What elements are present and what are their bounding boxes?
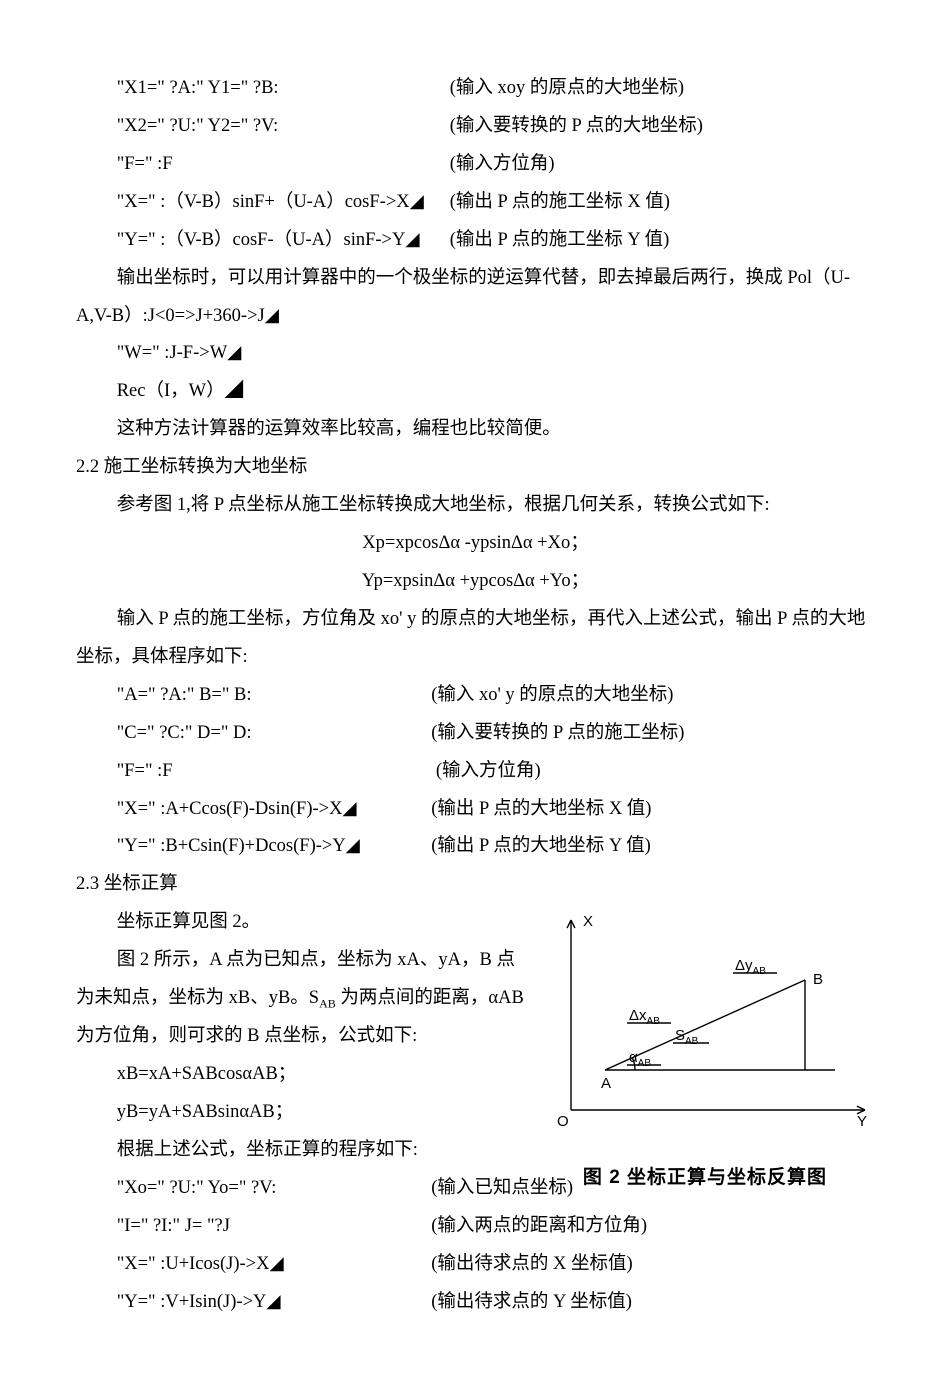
code-lhs: "X2=" ?U:" Y2=" ?V: — [117, 108, 450, 146]
code-line: "W=" :J-F->W◢ — [76, 335, 875, 373]
code-lhs: "X=" :U+Icos(J)->X◢ — [117, 1246, 432, 1284]
code-row: "Xo=" ?U:" Yo=" ?V: (输入已知点坐标) — [76, 1170, 525, 1208]
code-row: "F=" :F (输入方位角) — [76, 753, 875, 791]
code-lhs: "X=" :A+Ccos(F)-Dsin(F)->X◢ — [117, 791, 432, 829]
code-comment: (输出 P 点的大地坐标 Y 值) — [431, 828, 875, 866]
code-lhs: "Y=" :（V-B）cosF-（U-A）sinF->Y◢ — [117, 222, 450, 260]
code-comment: (输出 P 点的大地坐标 X 值) — [431, 791, 875, 829]
code-lhs: "X1=" ?A:" Y1=" ?B: — [117, 70, 450, 108]
code-comment: (输出待求点的 X 坐标值) — [431, 1246, 875, 1284]
svg-text:ΔxAB: ΔxAB — [629, 1007, 660, 1027]
code-row: "I=" ?I:" J= "?J (输入两点的距离和方位角) — [76, 1208, 875, 1246]
figure-2-caption: 图 2 坐标正算与坐标反算图 — [535, 1159, 875, 1198]
figure-2-svg: XYOABΔyABΔxABSABαAB — [535, 910, 875, 1140]
code-comment: (输入要转换的 P 点的大地坐标) — [450, 108, 875, 146]
code-row: "C=" ?C:" D=" D: (输入要转换的 P 点的施工坐标) — [76, 715, 875, 753]
paragraph: 输出坐标时，可以用计算器中的一个极坐标的逆运算代替，即去掉最后两行，换成 Pol… — [76, 260, 875, 336]
code-row: "X=" :A+Ccos(F)-Dsin(F)->X◢ (输出 P 点的大地坐标… — [76, 791, 875, 829]
svg-text:A: A — [601, 1075, 611, 1092]
code-comment: (输出 P 点的施工坐标 X 值) — [450, 184, 875, 222]
subscript: AB — [319, 997, 336, 1011]
code-comment: (输入方位角) — [431, 753, 875, 791]
code-row: "Y=" :（V-B）cosF-（U-A）sinF->Y◢ (输出 P 点的施工… — [76, 222, 875, 260]
code-comment: (输入两点的距离和方位角) — [431, 1208, 875, 1246]
paragraph: 输入 P 点的施工坐标，方位角及 xo' y 的原点的大地坐标，再代入上述公式，… — [76, 601, 875, 677]
code-row: "X=" :（V-B）sinF+（U-A）cosF->X◢ (输出 P 点的施工… — [76, 184, 875, 222]
code-comment: (输入已知点坐标) — [431, 1170, 573, 1208]
section-heading-2-2: 2.2 施工坐标转换为大地坐标 — [76, 449, 875, 487]
code-comment: (输出 P 点的施工坐标 Y 值) — [450, 222, 875, 260]
code-lhs: "C=" ?C:" D=" D: — [117, 715, 432, 753]
code-block-1: "X1=" ?A:" Y1=" ?B: (输入 xoy 的原点的大地坐标) "X… — [76, 70, 875, 260]
code-row: "A=" ?A:" B=" B: (输入 xo' y 的原点的大地坐标) — [76, 677, 875, 715]
svg-text:ΔyAB: ΔyAB — [735, 957, 766, 977]
code-row: "Y=" :B+Csin(F)+Dcos(F)->Y◢ (输出 P 点的大地坐标… — [76, 828, 875, 866]
code-lhs: "I=" ?I:" J= "?J — [117, 1208, 432, 1246]
code-line: Rec（I，W）◢ — [76, 373, 875, 411]
code-block-2: "A=" ?A:" B=" B: (输入 xo' y 的原点的大地坐标) "C=… — [76, 677, 875, 867]
svg-text:X: X — [583, 913, 593, 930]
formula: Xp=xpcosΔα -ypsinΔα +Xo； — [76, 525, 875, 563]
code-row: "X1=" ?A:" Y1=" ?B: (输入 xoy 的原点的大地坐标) — [76, 70, 875, 108]
code-row: "X=" :U+Icos(J)->X◢ (输出待求点的 X 坐标值) — [76, 1246, 875, 1284]
section-heading-2-3: 2.3 坐标正算 — [76, 866, 875, 904]
paragraph: 参考图 1,将 P 点坐标从施工坐标转换成大地坐标，根据几何关系，转换公式如下: — [76, 487, 875, 525]
code-row: "Y=" :V+Isin(J)->Y◢ (输出待求点的 Y 坐标值) — [76, 1284, 875, 1322]
code-lhs: "Xo=" ?U:" Yo=" ?V: — [117, 1170, 432, 1208]
code-lhs: "X=" :（V-B）sinF+（U-A）cosF->X◢ — [117, 184, 450, 222]
code-comment: (输入 xoy 的原点的大地坐标) — [450, 70, 875, 108]
code-lhs: "F=" :F — [117, 753, 432, 791]
svg-text:Y: Y — [857, 1113, 867, 1130]
code-lhs: "F=" :F — [117, 146, 450, 184]
svg-text:B: B — [813, 971, 823, 988]
code-comment: (输出待求点的 Y 坐标值) — [431, 1284, 875, 1322]
code-lhs: "Y=" :B+Csin(F)+Dcos(F)->Y◢ — [117, 828, 432, 866]
code-lhs: "A=" ?A:" B=" B: — [117, 677, 432, 715]
svg-text:αAB: αAB — [629, 1049, 651, 1069]
formula: Yp=xpsinΔα +ypcosΔα +Yo； — [76, 563, 875, 601]
code-comment: (输入方位角) — [450, 146, 875, 184]
code-row: "X2=" ?U:" Y2=" ?V: (输入要转换的 P 点的大地坐标) — [76, 108, 875, 146]
code-lhs: "Y=" :V+Isin(J)->Y◢ — [117, 1284, 432, 1322]
paragraph: 这种方法计算器的运算效率比较高，编程也比较简便。 — [76, 411, 875, 449]
code-comment: (输入要转换的 P 点的施工坐标) — [431, 715, 875, 753]
svg-text:O: O — [557, 1113, 569, 1130]
code-comment: (输入 xo' y 的原点的大地坐标) — [431, 677, 875, 715]
figure-2: XYOABΔyABΔxABSABαAB 图 2 坐标正算与坐标反算图 — [535, 910, 875, 1198]
code-row: "F=" :F (输入方位角) — [76, 146, 875, 184]
